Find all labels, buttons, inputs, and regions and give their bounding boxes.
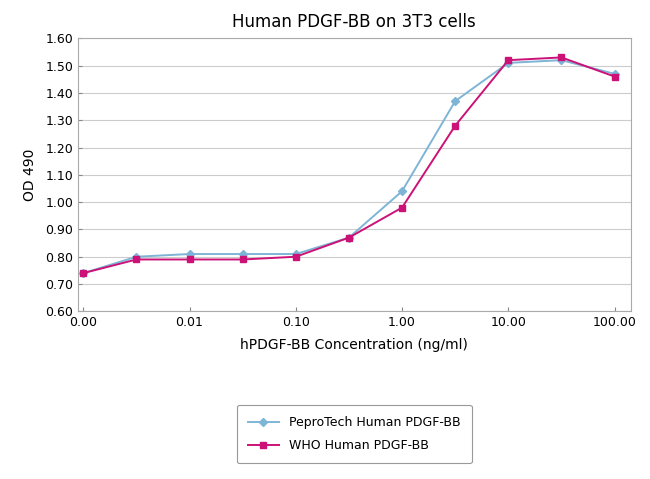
WHO Human PDGF-BB: [504, 57, 512, 63]
WHO Human PDGF-BB: [345, 235, 353, 240]
PeproTech Human PDGF-BB: [610, 71, 618, 77]
PeproTech Human PDGF-BB: [186, 251, 194, 257]
WHO Human PDGF-BB: [398, 205, 406, 210]
PeproTech Human PDGF-BB: [504, 60, 512, 66]
PeproTech Human PDGF-BB: [292, 251, 300, 257]
Line: WHO Human PDGF-BB: WHO Human PDGF-BB: [81, 55, 618, 276]
Y-axis label: OD 490: OD 490: [23, 148, 37, 201]
WHO Human PDGF-BB: [133, 257, 140, 262]
PeproTech Human PDGF-BB: [239, 251, 246, 257]
WHO Human PDGF-BB: [558, 55, 566, 60]
WHO Human PDGF-BB: [239, 257, 246, 262]
X-axis label: hPDGF-BB Concentration (ng/ml): hPDGF-BB Concentration (ng/ml): [240, 338, 468, 352]
PeproTech Human PDGF-BB: [558, 57, 566, 63]
Legend: PeproTech Human PDGF-BB, WHO Human PDGF-BB: PeproTech Human PDGF-BB, WHO Human PDGF-…: [237, 405, 472, 464]
Line: PeproTech Human PDGF-BB: PeproTech Human PDGF-BB: [81, 57, 618, 276]
PeproTech Human PDGF-BB: [451, 98, 459, 104]
PeproTech Human PDGF-BB: [398, 188, 406, 194]
PeproTech Human PDGF-BB: [345, 235, 353, 240]
WHO Human PDGF-BB: [79, 270, 87, 276]
WHO Human PDGF-BB: [292, 254, 300, 260]
PeproTech Human PDGF-BB: [133, 254, 140, 260]
PeproTech Human PDGF-BB: [79, 270, 87, 276]
WHO Human PDGF-BB: [610, 74, 618, 80]
Title: Human PDGF-BB on 3T3 cells: Human PDGF-BB on 3T3 cells: [233, 13, 476, 31]
WHO Human PDGF-BB: [451, 123, 459, 128]
WHO Human PDGF-BB: [186, 257, 194, 262]
